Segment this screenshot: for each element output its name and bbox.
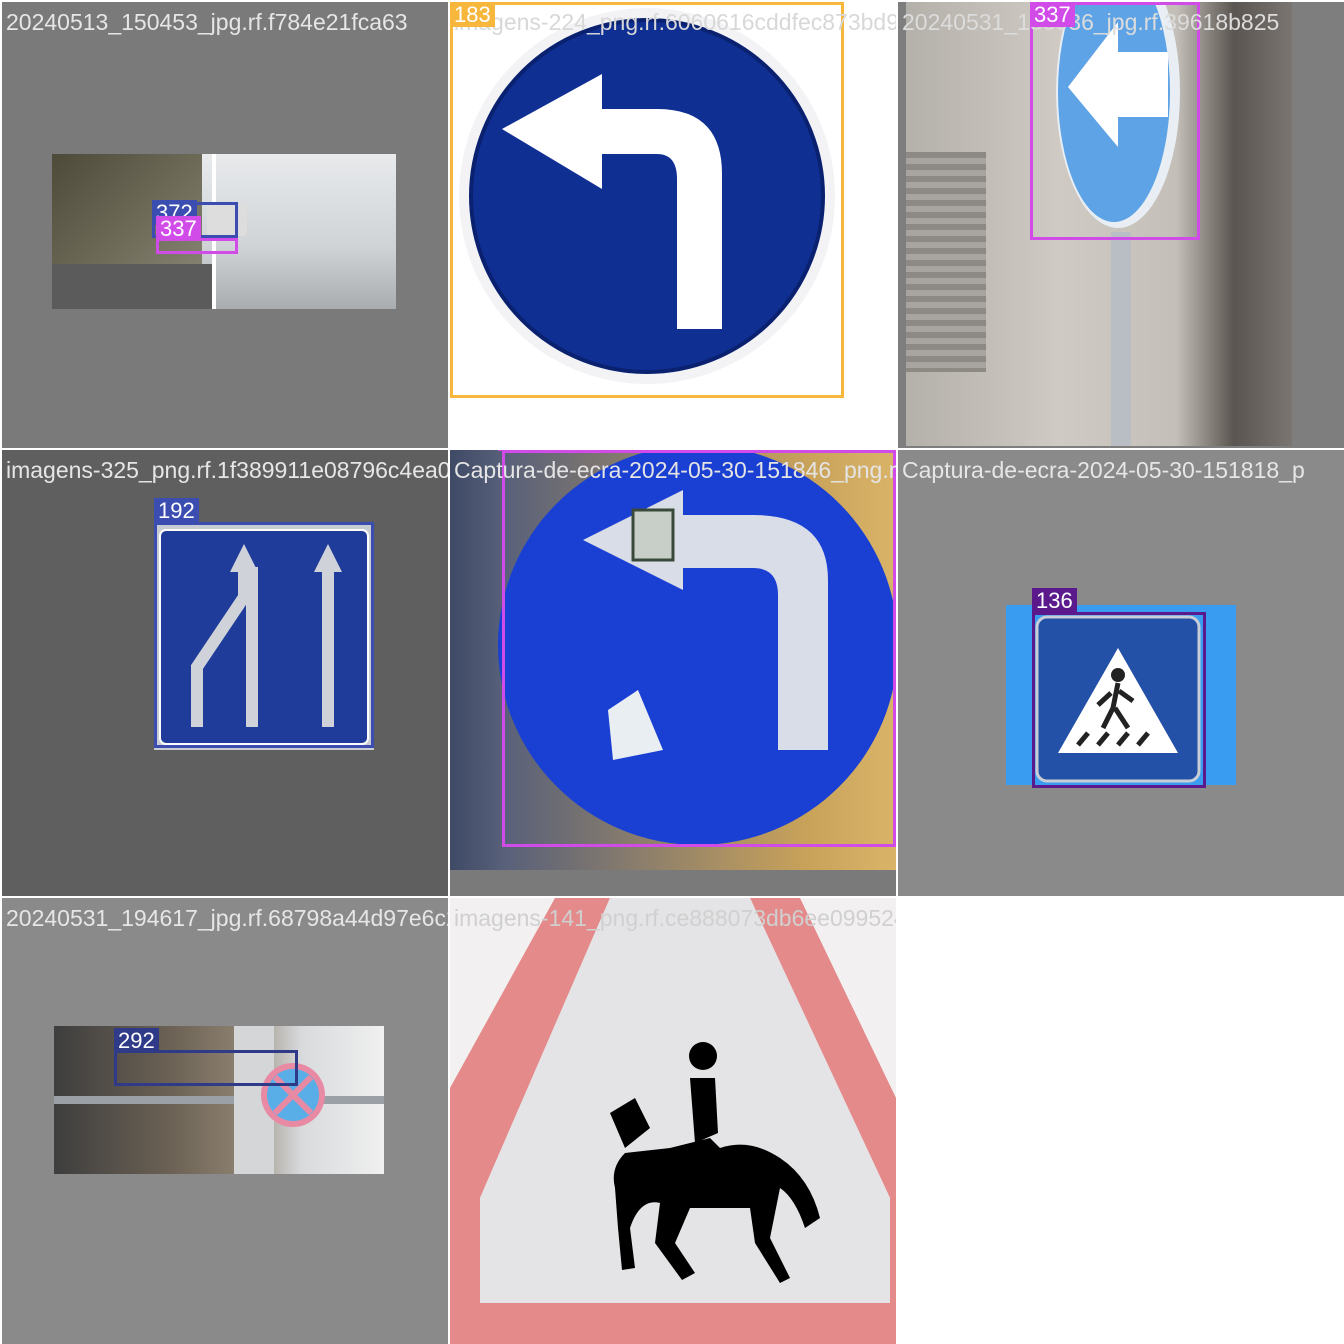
tile-filename: imagens-224_png.rf.6060616cddfec873bd920 (454, 8, 896, 36)
bbox-292 (114, 1050, 298, 1086)
mosaic-tile-4: imagens-325_png.rf.1f389911e08796c4ea0 1… (2, 450, 448, 896)
mosaic-tile-8: imagens-141_png.rf.ce888073db6ee099524ed (450, 898, 896, 1344)
tile-filename: imagens-325_png.rf.1f389911e08796c4ea0 (6, 456, 448, 484)
bbox-337 (502, 450, 896, 847)
bbox-136 (1032, 612, 1206, 788)
tile-filename: 20240531_194617_jpg.rf.68798a44d97e6c2 (6, 904, 448, 932)
mosaic-tile-2: imagens-224_png.rf.6060616cddfec873bd920… (450, 2, 896, 448)
tile-filename: Captura-de-ecra-2024-05-30-151846_png.rf (454, 456, 896, 484)
class-label-337: 337 (1030, 2, 1075, 27)
mosaic-tile-6: Captura-de-ecra-2024-05-30-151818_p 136 (898, 450, 1344, 896)
bbox-337 (1030, 2, 1200, 240)
class-label-337: 337 (498, 450, 543, 451)
mosaic-tile-5: Captura-de-ecra-2024-05-30-151846_png.rf… (450, 450, 896, 896)
tile-filename: imagens-141_png.rf.ce888073db6ee099524ed (454, 904, 896, 932)
mosaic-tile-7: 20240531_194617_jpg.rf.68798a44d97e6c2 2… (2, 898, 448, 1344)
empty-slot (898, 898, 1344, 1344)
tile-filename: Captura-de-ecra-2024-05-30-151818_p (902, 456, 1305, 484)
mosaic-tile-1: 20240513_150453_jpg.rf.f784e21fca63 372 … (2, 2, 448, 448)
class-label-292: 292 (114, 1028, 159, 1053)
street-photo (54, 1026, 384, 1174)
tile-filename: 20240513_150453_jpg.rf.f784e21fca63 (6, 8, 408, 36)
class-label-337: 337 (156, 216, 201, 241)
mosaic-tile-3: 20240531_133936_jpg.rf.39618b825 337 (898, 2, 1344, 448)
class-label-136: 136 (1032, 588, 1077, 613)
bbox-192 (154, 522, 374, 748)
tile-filename: 20240531_133936_jpg.rf.39618b825 (902, 8, 1279, 36)
class-label-183: 183 (450, 2, 495, 27)
class-label-192: 192 (154, 498, 199, 523)
horse-riders-warning-sign (450, 898, 896, 1344)
bbox-183 (450, 2, 844, 398)
